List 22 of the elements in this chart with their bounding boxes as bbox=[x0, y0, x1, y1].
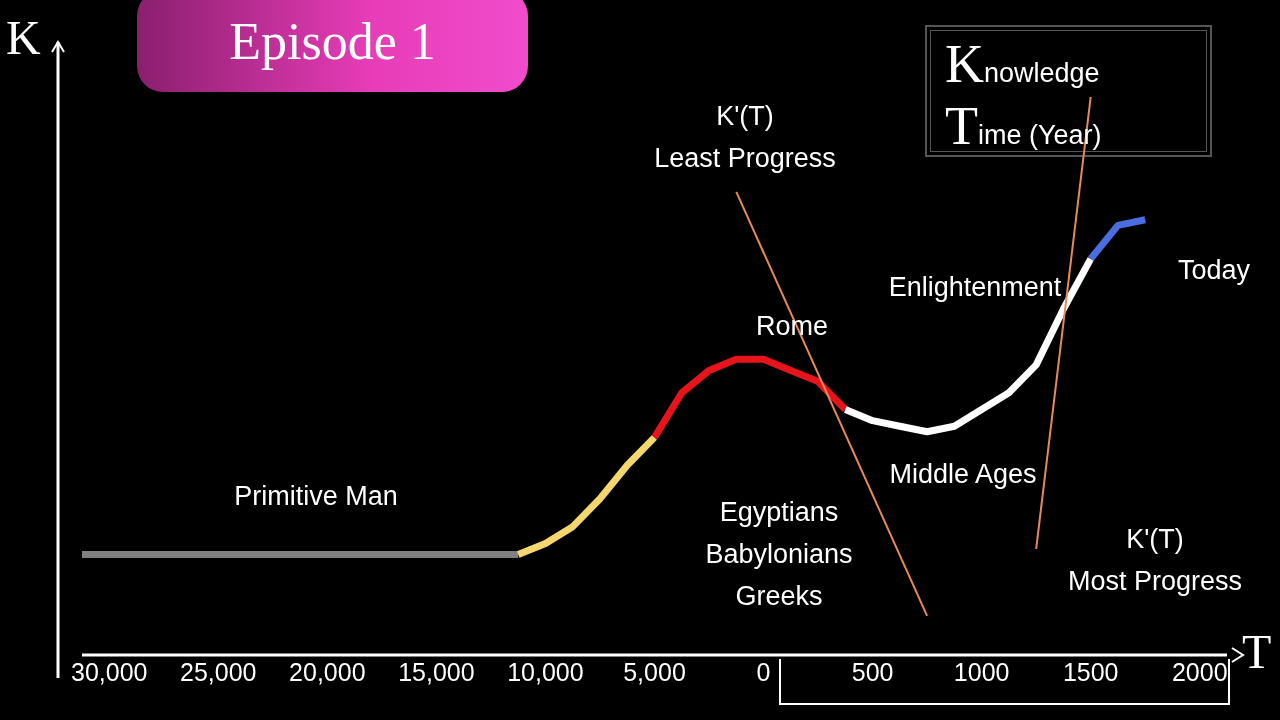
x-tick-label: 1000 bbox=[953, 657, 1010, 686]
y-axis-title: K bbox=[6, 10, 41, 65]
annotation: Middle Ages bbox=[888, 458, 1038, 491]
annotation: K'(T) Most Progress bbox=[1066, 523, 1244, 598]
annotation: K'(T) Least Progress bbox=[653, 100, 837, 175]
x-tick-label: 2000 bbox=[1171, 657, 1228, 686]
x-tick-label: 20,000 bbox=[289, 657, 366, 686]
x-tick-label: 10,000 bbox=[507, 657, 584, 686]
x-tick-label: 15,000 bbox=[398, 657, 475, 686]
x-tick-label: 30,000 bbox=[71, 657, 148, 686]
annotation: Enlightenment bbox=[887, 271, 1063, 304]
x-axis-title: T bbox=[1242, 624, 1272, 679]
x-tick-label: 1500 bbox=[1062, 657, 1119, 686]
annotation: Egyptians Babylonians Greeks bbox=[704, 496, 854, 613]
x-tick-label: 500 bbox=[851, 657, 894, 686]
annotation: Today bbox=[1177, 255, 1251, 285]
x-tick-label: 5,000 bbox=[623, 657, 686, 686]
x-tick-label: 25,000 bbox=[180, 657, 257, 686]
chart-title: Episode 1 bbox=[228, 12, 437, 71]
text: Knowledge bbox=[945, 34, 1100, 94]
annotation: Primitive Man bbox=[233, 480, 399, 513]
x-tick-label: 0 bbox=[756, 657, 771, 686]
